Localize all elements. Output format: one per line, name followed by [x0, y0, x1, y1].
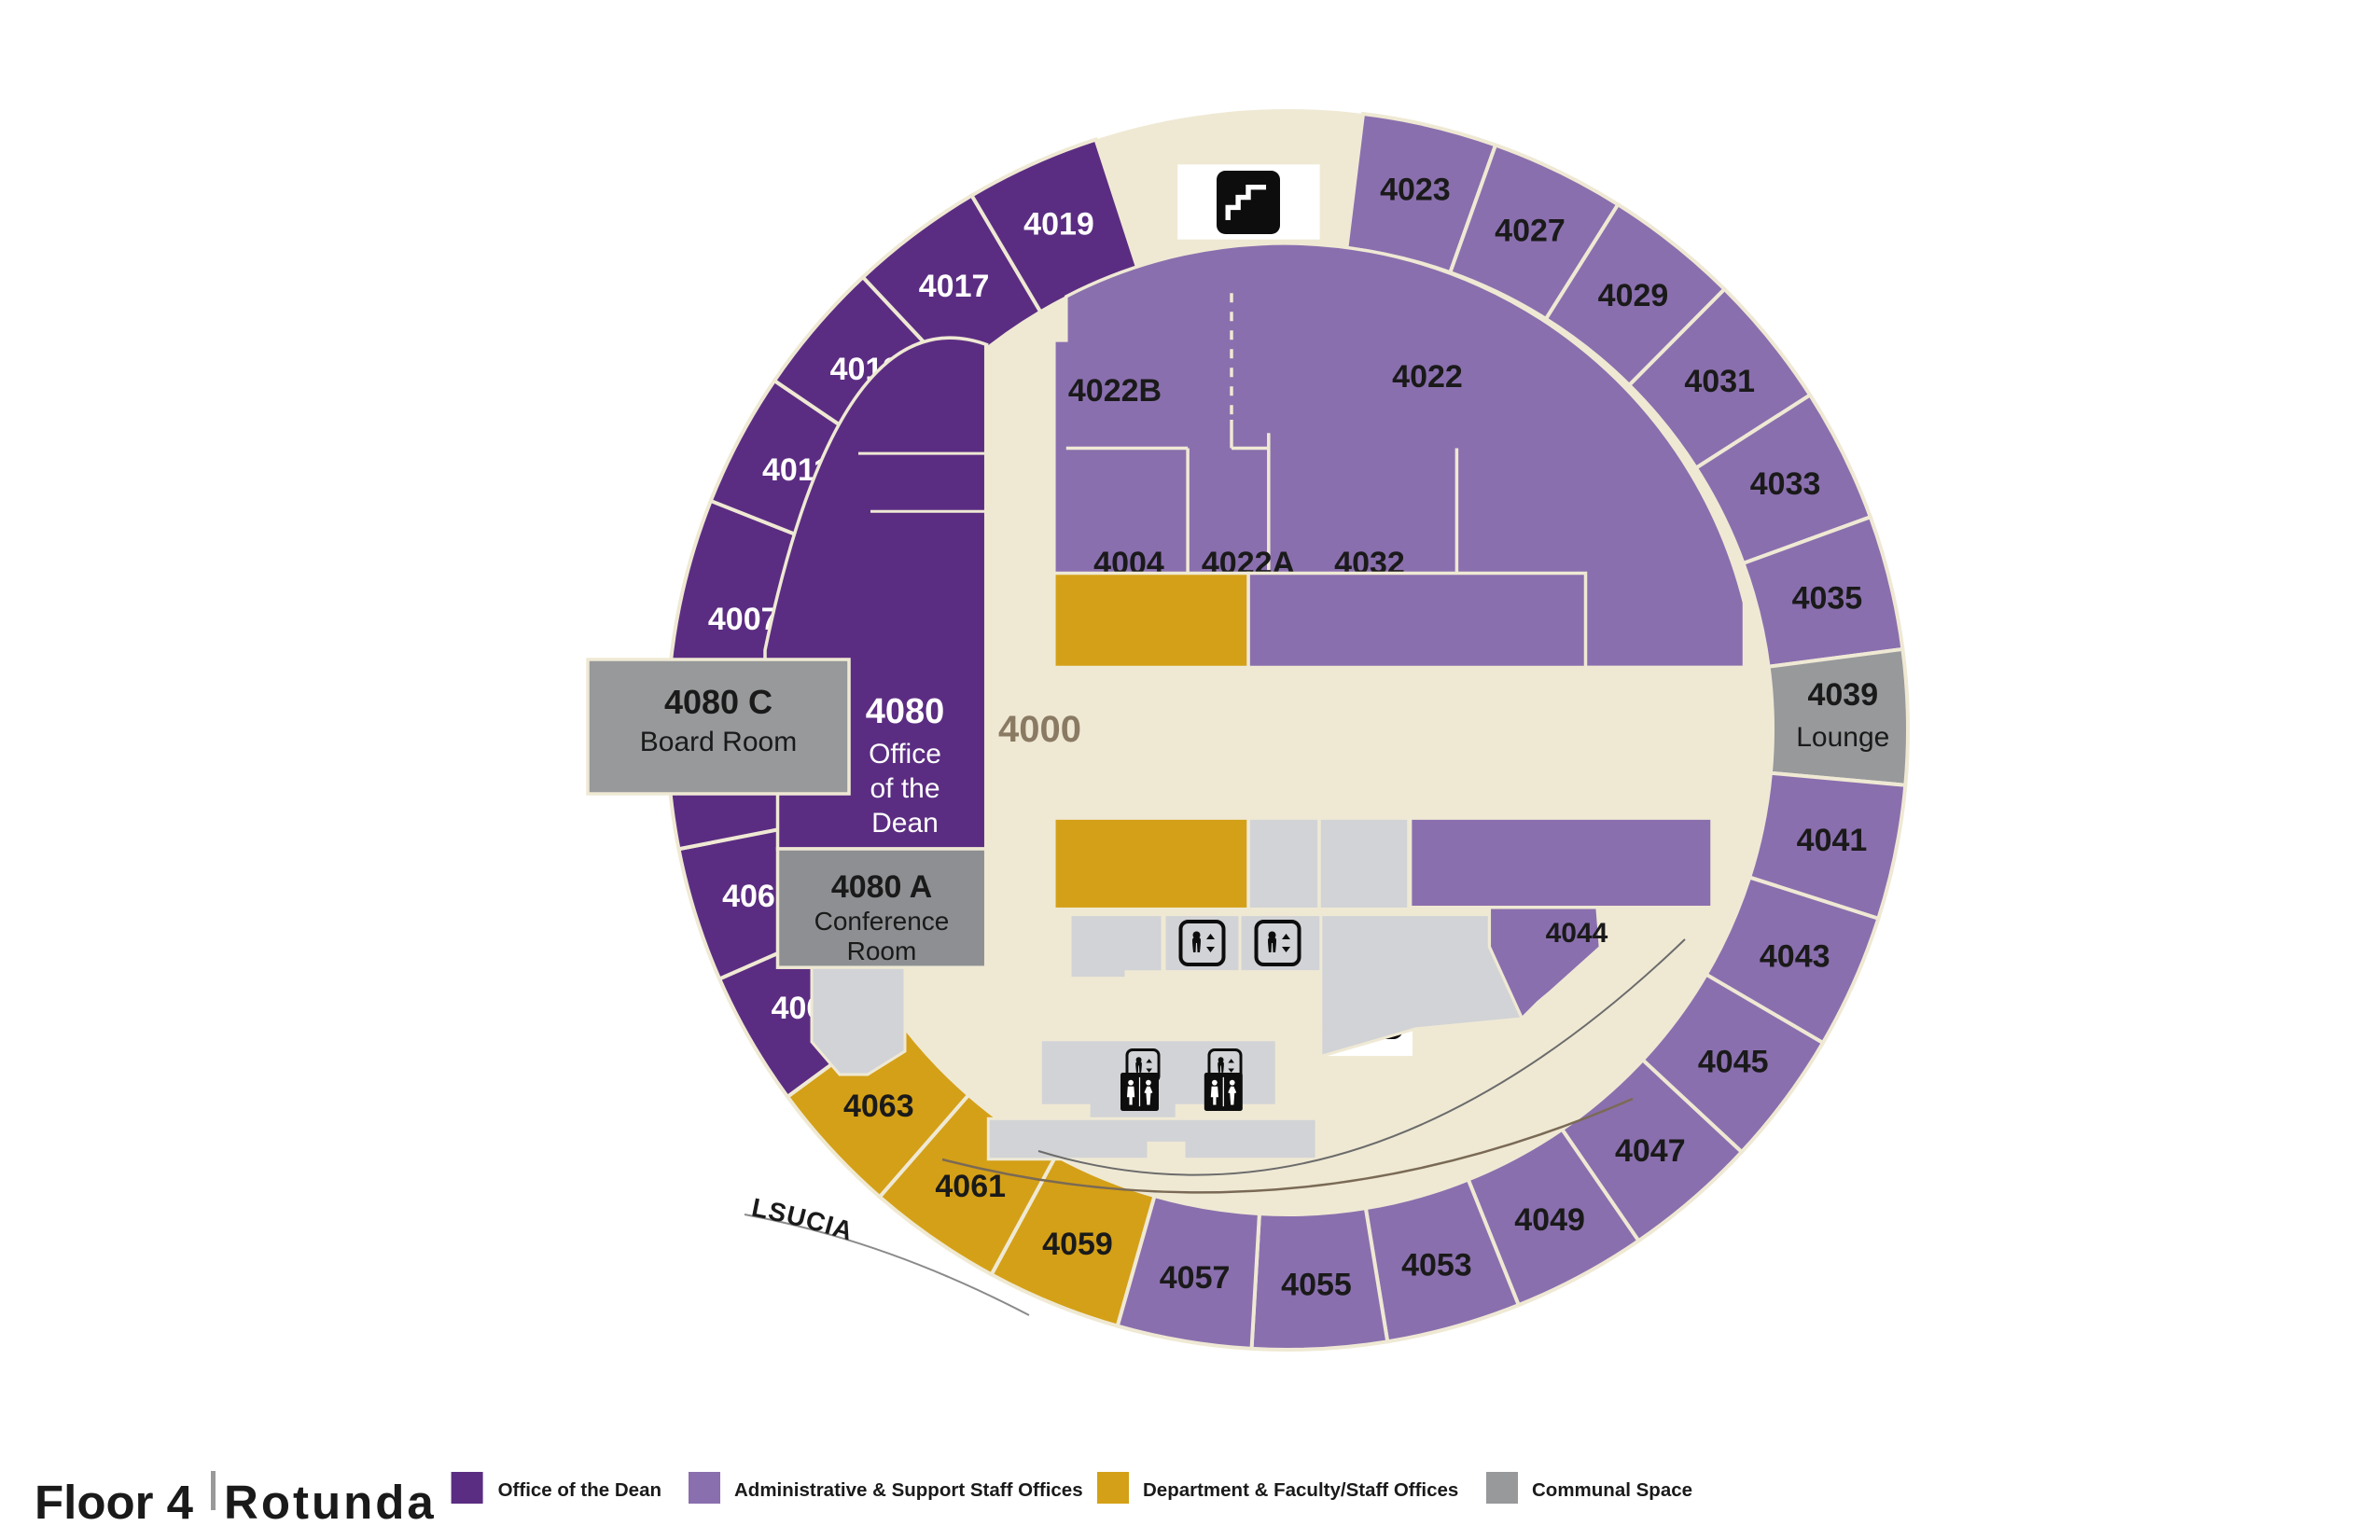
svg-text:4061: 4061 [935, 1169, 1006, 1204]
svg-text:Conference: Conference [814, 907, 950, 936]
svg-text:Office of the Dean: Office of the Dean [498, 1479, 661, 1501]
svg-text:Room: Room [847, 936, 917, 965]
svg-text:4080: 4080 [866, 692, 945, 731]
svg-text:Administrative & Support Staff: Administrative & Support Staff Offices [734, 1479, 1083, 1501]
svg-text:4044: 4044 [1546, 918, 1608, 949]
svg-text:4019: 4019 [1023, 206, 1094, 242]
svg-text:4080 A: 4080 A [831, 869, 932, 905]
svg-text:Board Room: Board Room [640, 727, 797, 757]
svg-text:4027: 4027 [1495, 213, 1566, 248]
svg-text:Lounge: Lounge [1796, 722, 1889, 753]
svg-text:4023: 4023 [1380, 173, 1451, 208]
svg-text:Communal Space: Communal Space [1532, 1479, 1692, 1501]
svg-text:4039: 4039 [1807, 677, 1878, 713]
svg-text:4022: 4022 [1392, 359, 1463, 395]
svg-text:Office: Office [869, 739, 941, 770]
svg-text:4049: 4049 [1514, 1202, 1585, 1238]
svg-text:Dean: Dean [871, 808, 939, 839]
svg-text:4017: 4017 [919, 269, 990, 304]
svg-text:4043: 4043 [1760, 939, 1830, 975]
svg-text:4045: 4045 [1698, 1044, 1769, 1079]
svg-text:4033: 4033 [1750, 466, 1821, 502]
svg-text:4035: 4035 [1792, 581, 1863, 617]
svg-text:4047: 4047 [1615, 1133, 1686, 1169]
svg-text:4022B: 4022B [1068, 373, 1162, 409]
svg-text:Floor 4: Floor 4 [35, 1476, 194, 1529]
svg-text:4053: 4053 [1401, 1248, 1472, 1283]
svg-text:4055: 4055 [1281, 1268, 1352, 1303]
svg-text:4031: 4031 [1684, 364, 1755, 399]
svg-text:Department & Faculty/Staff Off: Department & Faculty/Staff Offices [1143, 1479, 1458, 1501]
svg-text:4063: 4063 [843, 1089, 914, 1124]
svg-text:4041: 4041 [1797, 823, 1868, 858]
svg-text:4000: 4000 [998, 709, 1081, 750]
svg-text:4059: 4059 [1042, 1227, 1113, 1262]
svg-text:4080 C: 4080 C [664, 683, 772, 721]
svg-text:Rotunda: Rotunda [224, 1476, 437, 1529]
svg-text:of the: of the [870, 773, 939, 804]
svg-text:4029: 4029 [1598, 278, 1669, 313]
svg-text:4057: 4057 [1160, 1260, 1231, 1296]
